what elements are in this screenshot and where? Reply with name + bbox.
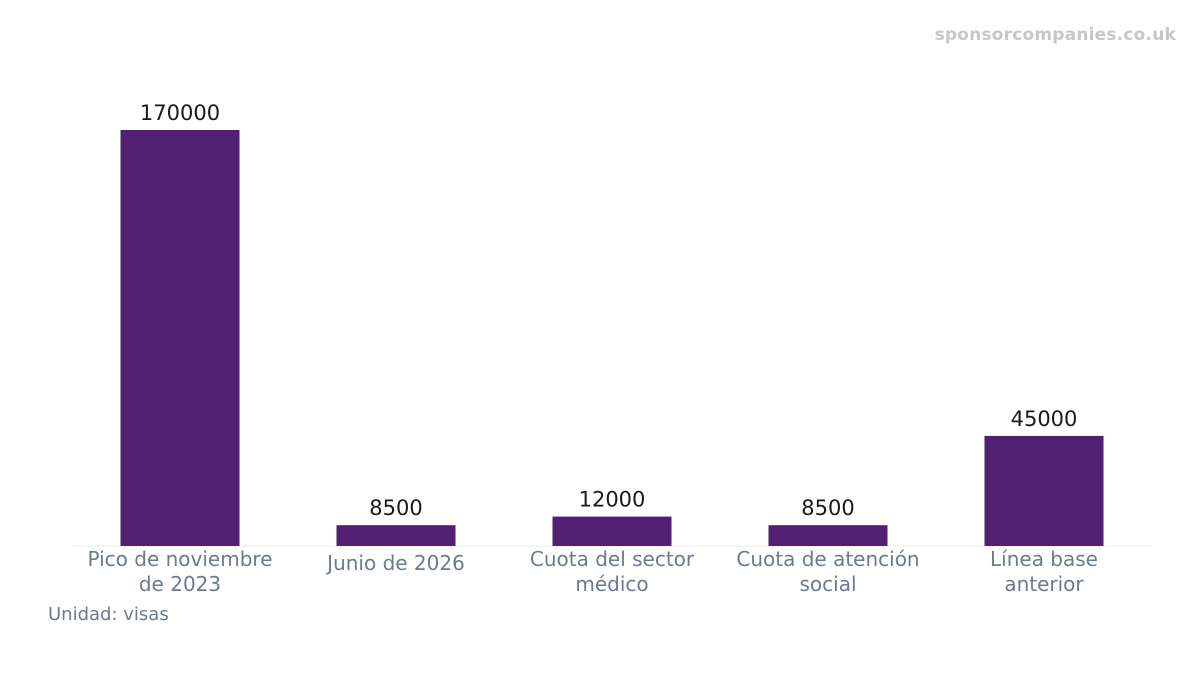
value-label-1: 170000	[140, 101, 220, 125]
value-label-2: 8500	[369, 496, 422, 520]
category-label-5: Línea base anterior	[990, 547, 1098, 596]
bar-1	[120, 130, 240, 546]
value-labels-layer: 170000 8500 12000 8500 45000	[140, 101, 1077, 520]
category-label-4: Cuota de atención social	[736, 547, 919, 596]
unit-note: Unidad: visas	[48, 604, 169, 625]
category-label-line: anterior	[1004, 572, 1084, 596]
category-label-line: Pico de noviembre	[88, 547, 273, 571]
category-label-2: Junio de 2026	[325, 551, 465, 575]
category-labels-layer: Pico de noviembre de 2023 Junio de 2026 Cuo…	[88, 547, 1098, 596]
bar-3	[552, 516, 672, 546]
category-label-line: social	[799, 572, 856, 596]
category-label-line: Cuota del sector	[530, 547, 695, 571]
category-label-3: Cuota del sector médico	[530, 547, 695, 596]
bar-5	[984, 435, 1104, 546]
value-label-5: 45000	[1011, 407, 1078, 431]
category-label-1: Pico de noviembre de 2023	[88, 547, 273, 596]
category-label-line: Cuota de atención	[736, 547, 919, 571]
value-label-4: 8500	[801, 496, 854, 520]
category-label-line: médico	[575, 572, 648, 596]
category-label-line: de 2023	[139, 572, 221, 596]
watermark: sponsorcompanies.co.uk	[934, 25, 1176, 45]
bar-2	[336, 525, 456, 546]
value-label-3: 12000	[579, 488, 646, 512]
bars-layer	[120, 130, 1104, 546]
bar-4	[768, 525, 888, 546]
category-label-line: Línea base	[990, 547, 1098, 571]
category-label-line: Junio de 2026	[325, 551, 465, 575]
